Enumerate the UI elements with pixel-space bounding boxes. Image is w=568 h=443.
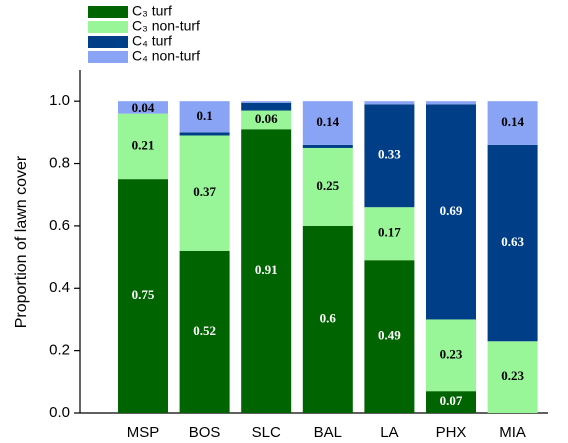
bar-segment — [179, 135, 230, 251]
data-label: 0.33 — [378, 147, 401, 162]
bar-segment — [302, 147, 353, 226]
y-tick-label: 0.2 — [49, 342, 70, 359]
data-label: 0.6 — [320, 310, 337, 325]
bar-segment — [302, 101, 353, 145]
bar-segment — [241, 110, 292, 130]
bar-segment — [487, 144, 538, 342]
x-tick-label: MSP — [127, 424, 160, 441]
data-label: 0.06 — [255, 111, 278, 126]
data-label: 0.17 — [378, 225, 401, 240]
legend-label: C₃ turf — [132, 3, 172, 19]
bar-segment — [241, 129, 292, 413]
y-tick-label: 0.6 — [49, 217, 70, 234]
bar-segment — [364, 207, 415, 261]
legend-label: C₃ non-turf — [132, 18, 200, 34]
data-label: 0.14 — [316, 114, 339, 129]
data-label: 0.04 — [132, 100, 155, 115]
data-label: 0.69 — [440, 203, 463, 218]
bar-segment — [426, 104, 476, 320]
bar-segment — [118, 179, 168, 413]
legend-label: C₄ non-turf — [132, 48, 200, 64]
bar-segment — [426, 319, 476, 392]
data-label: 0.25 — [316, 178, 339, 193]
bar-segment — [426, 101, 476, 105]
data-label: 0.21 — [132, 137, 155, 152]
bar-segment — [302, 144, 353, 148]
y-axis-label: Proportion of lawn cover — [13, 155, 30, 328]
bar-segment — [487, 341, 538, 413]
data-label: 0.07 — [440, 393, 463, 408]
data-label: 0.75 — [132, 287, 155, 302]
data-label: 0.37 — [193, 184, 216, 199]
x-tick-label: SLC — [252, 424, 281, 441]
data-label: 0.49 — [378, 328, 401, 343]
bar-segment — [179, 132, 230, 136]
legend-swatch — [88, 51, 128, 63]
legend-swatch — [88, 21, 128, 33]
legend-swatch — [88, 6, 128, 18]
bar-segment — [487, 101, 538, 145]
bar-segment — [118, 113, 168, 180]
bar-segment — [179, 250, 230, 413]
x-tick-label: BOS — [189, 424, 221, 441]
x-tick-label: PHX — [436, 424, 467, 441]
bar-segment — [179, 101, 230, 133]
bar-segment — [302, 225, 353, 413]
y-tick-label: 0.0 — [49, 404, 70, 421]
bar-segment — [364, 260, 415, 413]
data-label: 0.14 — [501, 114, 524, 129]
data-label: 0.91 — [255, 262, 278, 277]
x-tick-label: LA — [380, 424, 398, 441]
y-tick-label: 0.8 — [49, 155, 70, 172]
bar-segment — [241, 102, 292, 111]
data-label: 0.23 — [501, 368, 524, 383]
bar-segment — [364, 104, 415, 208]
bar-segment — [426, 391, 476, 413]
legend-label: C₄ turf — [132, 33, 172, 49]
y-tick-label: 1.0 — [49, 92, 70, 109]
data-label: 0.1 — [196, 108, 212, 123]
bar-segment — [241, 101, 292, 103]
data-label: 0.52 — [193, 323, 216, 338]
bar-segment — [118, 101, 168, 114]
y-tick-label: 0.4 — [49, 279, 70, 296]
bar-segment — [364, 101, 415, 105]
x-tick-label: MIA — [499, 424, 526, 441]
x-tick-label: BAL — [314, 424, 342, 441]
legend-swatch — [88, 36, 128, 48]
data-label: 0.63 — [501, 234, 524, 249]
data-label: 0.23 — [440, 346, 463, 361]
